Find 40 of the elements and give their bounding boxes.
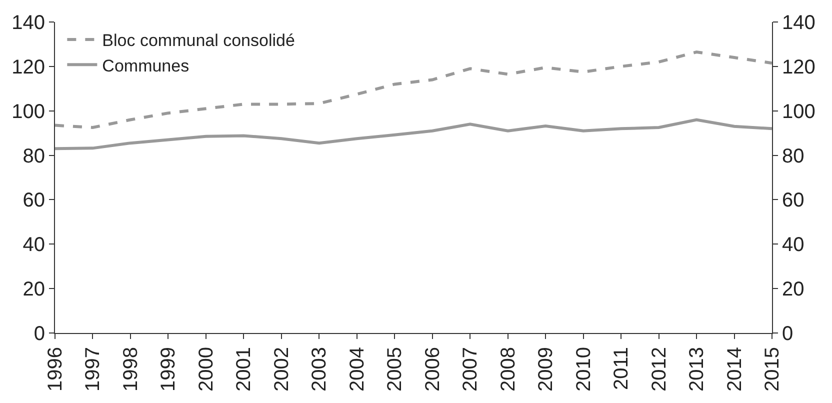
y2-tick-label: 80 bbox=[782, 145, 804, 168]
y-tick-label: 40 bbox=[22, 234, 45, 256]
x-tick-label: 1996 bbox=[44, 347, 66, 392]
x-tick-label: 2001 bbox=[233, 347, 256, 392]
x-tick-label: 2011 bbox=[610, 347, 633, 390]
x-tick-label: 2009 bbox=[535, 347, 558, 392]
y-tick-label: 60 bbox=[22, 190, 45, 212]
y2-tick-label: 140 bbox=[782, 12, 816, 34]
line-series bbox=[55, 50, 772, 130]
x-tick-label: 1998 bbox=[120, 347, 142, 392]
x-tick-label: 2008 bbox=[497, 347, 520, 392]
x-tick-label: 2007 bbox=[460, 347, 482, 392]
x-tick-label: 2004 bbox=[346, 347, 368, 392]
x-tick-label: 2015 bbox=[762, 347, 784, 392]
legend-label: Communes bbox=[102, 56, 190, 76]
x-tick-label: 1999 bbox=[158, 347, 180, 392]
x-tick-label: 1997 bbox=[82, 347, 104, 392]
x-tick-label: 2012 bbox=[648, 347, 670, 392]
y2-tick-label: 20 bbox=[782, 278, 804, 301]
y-tick-label: 0 bbox=[34, 323, 45, 345]
y2-tick-label: 100 bbox=[782, 100, 816, 123]
y-tick-label: 80 bbox=[22, 145, 45, 168]
x-tick-label: 2010 bbox=[572, 347, 595, 392]
x-tick-label: 2013 bbox=[686, 347, 708, 392]
y-tick-label: 120 bbox=[12, 56, 45, 78]
y2-tick-label: 120 bbox=[782, 56, 816, 78]
y2-tick-label: 60 bbox=[782, 190, 804, 212]
x-tick-label: 2014 bbox=[724, 347, 746, 392]
line-series bbox=[55, 118, 772, 150]
y2-tick-label: 0 bbox=[782, 323, 794, 345]
x-tick-label: 2003 bbox=[308, 347, 331, 392]
x-tick-label: 2005 bbox=[384, 347, 406, 392]
x-tick-label: 2002 bbox=[270, 347, 293, 392]
y-tick-label: 100 bbox=[12, 100, 45, 123]
y-tick-label: 140 bbox=[12, 12, 45, 34]
y2-tick-label: 40 bbox=[782, 234, 804, 256]
x-tick-label: 2006 bbox=[422, 347, 444, 392]
y-tick-label: 20 bbox=[22, 278, 45, 301]
legend-label: Bloc communal consolidé bbox=[102, 31, 295, 50]
x-tick-label: 2000 bbox=[195, 347, 218, 392]
